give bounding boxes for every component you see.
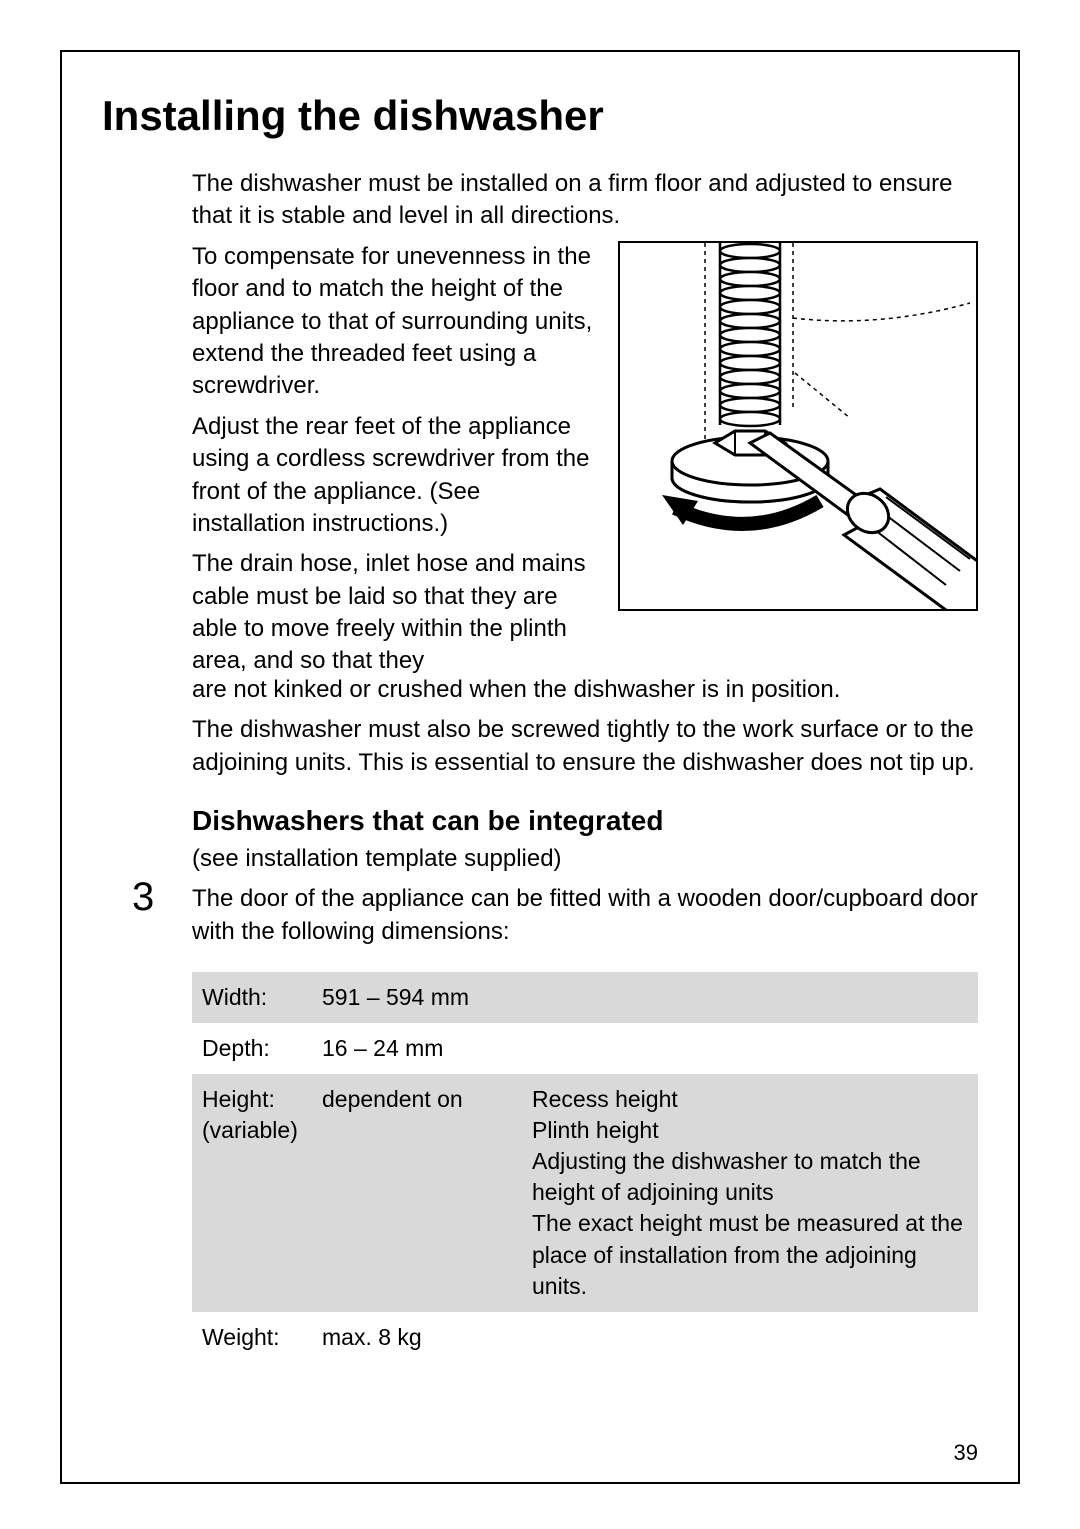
after-figure-para-2: The dishwasher must also be screwed tigh… bbox=[192, 714, 978, 779]
threaded-foot-figure bbox=[618, 241, 978, 611]
table-cell-label: Depth: bbox=[192, 1023, 312, 1074]
step-text: The door of the appliance can be fitted … bbox=[192, 883, 978, 948]
body-content: The dishwasher must be installed on a fi… bbox=[192, 168, 978, 875]
table-cell-label: Width: bbox=[192, 972, 312, 1023]
table-cell-value: 16 – 24 mm bbox=[312, 1023, 492, 1074]
figure-column bbox=[618, 241, 978, 678]
table-row: Depth:16 – 24 mm bbox=[192, 1023, 978, 1074]
step-number: 3 bbox=[132, 875, 154, 920]
page-frame: Installing the dishwasher The dishwasher… bbox=[60, 50, 1020, 1484]
dimensions-table-body: Width:591 – 594 mmDepth:16 – 24 mmHeight… bbox=[192, 972, 978, 1362]
float-para-2: Adjust the rear feet of the appliance us… bbox=[192, 411, 600, 541]
float-para-1: To compensate for unevenness in the floo… bbox=[192, 241, 600, 403]
sub-heading: Dishwashers that can be integrated bbox=[192, 805, 978, 837]
text-figure-row: To compensate for unevenness in the floo… bbox=[192, 241, 978, 678]
intro-paragraph: The dishwasher must be installed on a fi… bbox=[192, 168, 978, 233]
step-row: 3 The door of the appliance can be fitte… bbox=[102, 883, 978, 948]
dimensions-table: Width:591 – 594 mmDepth:16 – 24 mmHeight… bbox=[192, 972, 978, 1362]
table-cell-label: Height:(variable) bbox=[192, 1074, 312, 1311]
subheading-note: (see installation template supplied) bbox=[192, 843, 978, 875]
table-cell-label: Weight: bbox=[192, 1312, 312, 1363]
after-figure-para-1: are not kinked or crushed when the dishw… bbox=[192, 674, 978, 706]
table-cell-value: dependent on bbox=[312, 1074, 492, 1311]
table-cell-notes: Recess heightPlinth heightAdjusting the … bbox=[492, 1074, 978, 1311]
table-row: Weight:max. 8 kg bbox=[192, 1312, 978, 1363]
table-cell-value: 591 – 594 mm bbox=[312, 972, 492, 1023]
table-cell-notes bbox=[492, 1023, 978, 1074]
table-row: Width:591 – 594 mm bbox=[192, 972, 978, 1023]
table-cell-notes bbox=[492, 972, 978, 1023]
table-row: Height:(variable)dependent onRecess heig… bbox=[192, 1074, 978, 1311]
main-heading: Installing the dishwasher bbox=[102, 92, 978, 140]
screwdriver-illustration-icon bbox=[620, 243, 978, 611]
table-cell-notes bbox=[492, 1312, 978, 1363]
page-number: 39 bbox=[954, 1440, 978, 1466]
float-text-column: To compensate for unevenness in the floo… bbox=[192, 241, 600, 678]
table-cell-value: max. 8 kg bbox=[312, 1312, 492, 1363]
float-para-3: The drain hose, inlet hose and mains cab… bbox=[192, 548, 600, 678]
